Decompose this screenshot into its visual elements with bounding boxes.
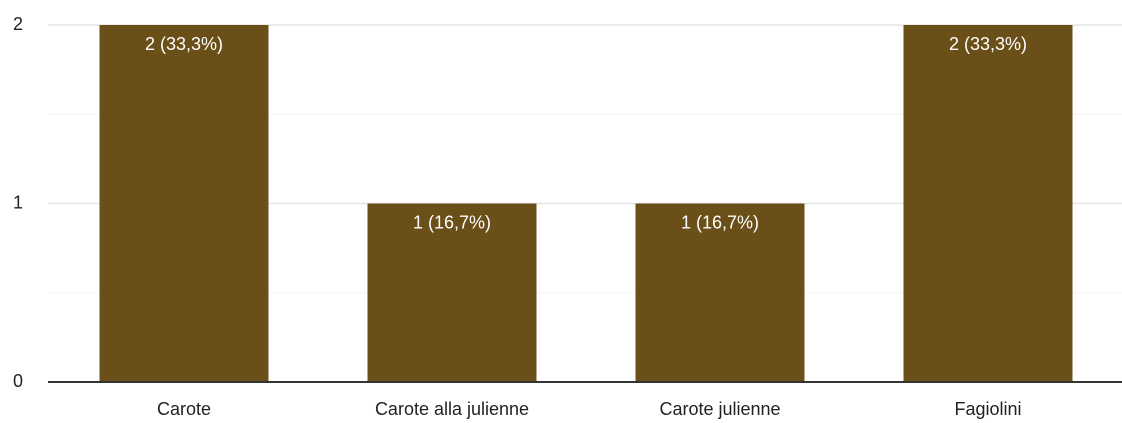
value-label: 2 (33,3%) — [949, 34, 1027, 54]
x-tick-label: Carote alla julienne — [375, 399, 529, 419]
y-tick-label: 2 — [13, 14, 23, 34]
bar — [903, 25, 1073, 382]
bar — [367, 203, 537, 382]
y-tick-label: 0 — [13, 371, 23, 391]
bar — [635, 203, 805, 382]
x-tick-label: Carote — [157, 399, 211, 419]
bar — [99, 25, 269, 382]
value-label: 1 (16,7%) — [413, 212, 491, 232]
x-tick-label: Fagiolini — [954, 399, 1021, 419]
value-label: 1 (16,7%) — [681, 212, 759, 232]
y-tick-label: 1 — [13, 192, 23, 212]
x-tick-label: Carote julienne — [659, 399, 780, 419]
value-label: 2 (33,3%) — [145, 34, 223, 54]
